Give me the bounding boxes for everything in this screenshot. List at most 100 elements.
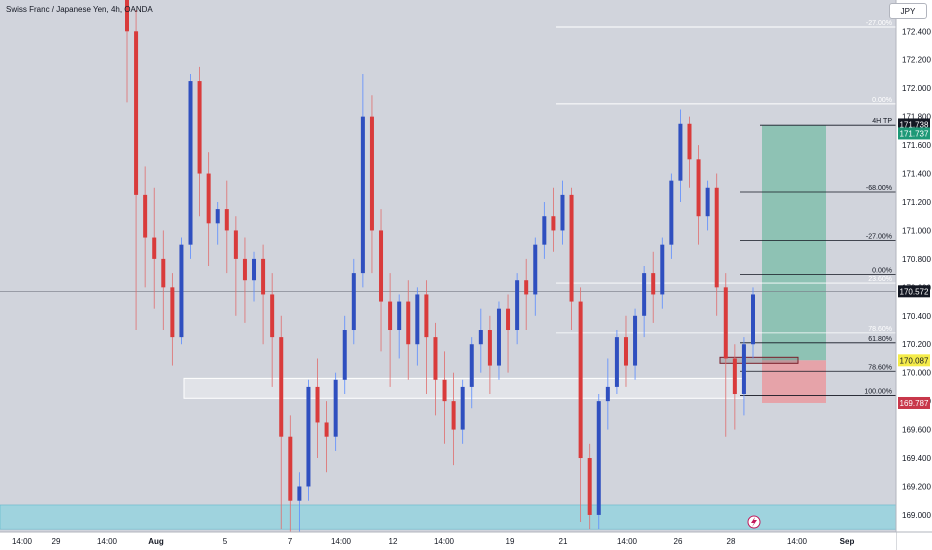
candle-body [261,258,266,295]
candle-body [433,337,438,380]
candle-body [469,344,474,387]
candle-body [451,401,456,430]
price-axis[interactable] [895,0,932,550]
current-price-tag-label: 170.572 [900,287,929,296]
candle-body [233,230,238,259]
fib-lower-label: 61.80% [868,336,892,343]
candle-body [723,287,728,359]
stop-zone [762,360,826,403]
fib-lower-label: 4H TP [872,118,892,125]
candle [360,73,365,288]
candle-body [288,436,293,501]
candle [714,173,719,316]
lightning-icon[interactable] [747,515,761,529]
candle [741,337,746,416]
target-price-tag-bg [898,127,930,140]
candle [442,351,447,444]
candle [242,237,247,323]
candle [315,358,320,459]
fib-upper-label: 0.00% [872,97,892,104]
candle [134,9,139,331]
candle [324,401,329,473]
current-price-tag: 170.572 [898,285,930,298]
candle [651,251,656,323]
candle-body [460,386,465,430]
candle [333,372,338,451]
candle-body [669,180,674,245]
candle [179,237,184,345]
candle-body [388,301,393,331]
candle-body [651,273,656,295]
candle-body [369,116,374,231]
candle [506,294,511,373]
candle-body [424,294,429,338]
time-tick-label: Aug [148,537,164,546]
price-tick-label: 170.400 [902,312,931,321]
time-tick-label: 29 [52,537,61,546]
price-tick-label: 172.400 [902,27,931,36]
candle [143,166,148,288]
price-tick-label: 169.200 [902,482,931,491]
candle [623,315,628,387]
candle-body [732,358,737,395]
time-tick-label: 14:00 [12,537,33,546]
candle-body [306,386,311,487]
candle-body [751,294,755,345]
candle [224,180,229,274]
candle-series [125,0,755,544]
candle [369,95,374,274]
candle [642,266,647,338]
candle-body [324,422,329,437]
candle [732,344,737,430]
target-price-tag: 171.737 [898,127,930,140]
candle-body [660,244,665,295]
candle [687,116,692,188]
candle-body [533,244,538,295]
candle [633,308,638,380]
candle [397,294,402,359]
candle-body [406,301,411,345]
price-tick-label: 170.800 [902,255,931,264]
candle-body [478,330,483,345]
price-tick-label: 171.200 [902,198,931,207]
entry-price-tag: 170.087 [898,354,930,367]
candle [478,308,483,373]
currency-button[interactable]: JPY [889,3,927,19]
fib-lower-label: 78.60% [868,364,892,371]
candle [605,358,610,430]
fib-retracement-lower[interactable]: 4H TP -68.00% -27.00% 0.00% 61.80% 78.60% 100.… [740,118,896,396]
candle [279,315,284,530]
candle-body [206,173,211,224]
candle-body [696,159,701,217]
candle [406,280,411,380]
candle-body [297,486,302,501]
candle-body [397,301,402,331]
candle [542,201,547,259]
time-axis-background [0,532,896,550]
candle-body [351,273,356,331]
candle [451,372,456,466]
price-tick-label: 170.000 [902,369,931,378]
candle [270,273,275,387]
candle-body [524,280,529,295]
time-axis[interactable] [0,531,932,550]
candle [524,258,529,331]
candle-body [342,330,347,380]
candle [306,379,311,501]
candle-body [496,308,501,366]
long-position-tool[interactable] [719,125,826,403]
time-tick-label: 14:00 [97,537,118,546]
fib-retracement-upper[interactable]: -27.00% 0.00% [556,20,896,105]
time-tick-label: 26 [674,537,683,546]
candle-body [188,81,193,245]
price-tick-label: 171.800 [902,113,931,122]
candle [215,201,220,245]
candle-body [242,258,247,281]
candle-body [152,237,157,259]
candle [515,273,520,345]
candle-body [197,81,202,174]
candle [297,472,302,537]
candle [415,287,420,366]
candle-body [161,258,166,288]
